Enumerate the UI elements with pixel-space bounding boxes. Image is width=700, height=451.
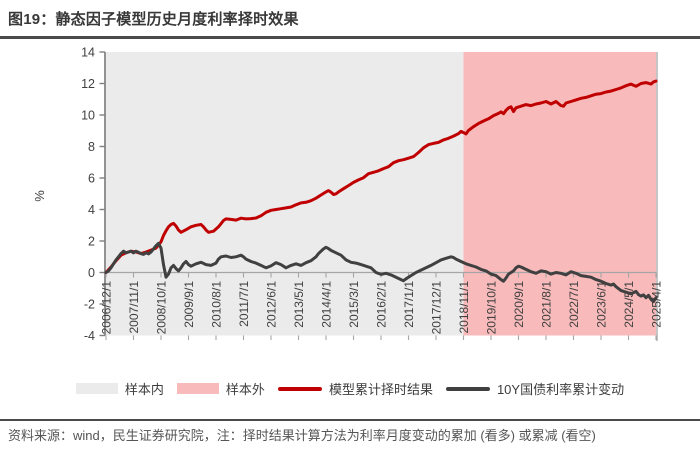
legend-item-in-sample: 样本内: [75, 379, 164, 398]
legend-item-out-sample: 样本外: [176, 379, 265, 398]
svg-text:2013/5/1: 2013/5/1: [292, 281, 306, 328]
svg-text:14: 14: [81, 45, 95, 59]
in-sample-region: [106, 52, 464, 336]
svg-text:2012/6/1: 2012/6/1: [264, 281, 278, 328]
legend-label: 10Y国债利率累计变动: [496, 382, 625, 397]
svg-text:0: 0: [88, 266, 95, 280]
svg-text:2008/10/1: 2008/10/1: [154, 281, 168, 335]
svg-text:2018/11/1: 2018/11/1: [457, 281, 471, 334]
svg-text:2011/7/1: 2011/7/1: [237, 281, 251, 327]
legend-item-10y-line: 10Y国债利率累计变动: [445, 379, 625, 398]
y-axis: 14 12 10 8 6 4 2 0 -2 -4: [81, 45, 106, 343]
svg-text:2021/8/1: 2021/8/1: [539, 281, 553, 328]
svg-text:2024/5/1: 2024/5/1: [622, 281, 636, 328]
out-sample-swatch: [176, 383, 219, 394]
svg-text:2025/4/1: 2025/4/1: [649, 281, 663, 328]
svg-text:10: 10: [81, 108, 95, 122]
svg-text:4: 4: [88, 203, 95, 217]
svg-text:2017/12/1: 2017/12/1: [429, 281, 443, 335]
title-underline: [0, 36, 700, 39]
svg-text:2019/10/1: 2019/10/1: [484, 281, 498, 335]
model-cumulative-line: [104, 79, 658, 274]
svg-text:-2: -2: [84, 297, 95, 311]
y-axis-title: %: [32, 190, 47, 202]
svg-text:2015/3/1: 2015/3/1: [347, 281, 361, 328]
legend-label: 样本外: [225, 382, 265, 397]
svg-text:2017/1/1: 2017/1/1: [402, 281, 416, 328]
svg-text:2020/9/1: 2020/9/1: [512, 281, 526, 328]
svg-text:2007/11/1: 2007/11/1: [127, 281, 141, 334]
svg-text:8: 8: [88, 140, 95, 154]
svg-text:2010/8/1: 2010/8/1: [209, 281, 223, 328]
svg-text:2014/4/1: 2014/4/1: [319, 281, 333, 328]
model-line-swatch: [277, 386, 322, 391]
svg-text:2: 2: [88, 234, 95, 248]
out-of-sample-region: [463, 52, 656, 336]
svg-text:6: 6: [88, 171, 95, 185]
chart-legend: 样本内 样本外 模型累计择时结果 10Y国债利率累计变动: [0, 379, 700, 398]
svg-text:-4: -4: [84, 329, 95, 343]
svg-text:2006/12/1: 2006/12/1: [99, 281, 113, 335]
svg-text:12: 12: [81, 77, 95, 91]
treasury-line-swatch: [445, 386, 490, 391]
legend-label: 样本内: [124, 382, 164, 397]
svg-text:2016/2/1: 2016/2/1: [374, 281, 388, 328]
legend-item-model-line: 模型累计择时结果: [277, 379, 433, 398]
source-note: 资料来源：wind，民生证券研究院，注：择时结果计算方法为利率月度变动的累加 (…: [8, 428, 596, 443]
svg-text:2022/7/1: 2022/7/1: [567, 281, 581, 328]
x-axis-tick-labels: 2006/12/1 2007/11/1 2008/10/1 2009/9/1 2010/…: [99, 281, 663, 335]
footer-rule: [0, 419, 700, 421]
svg-text:2023/6/1: 2023/6/1: [594, 281, 608, 328]
legend-label: 模型累计择时结果: [328, 382, 433, 397]
in-sample-swatch: [75, 383, 118, 394]
figure-title: 图19：静态因子模型历史月度利率择时效果: [8, 11, 299, 28]
svg-text:2009/9/1: 2009/9/1: [182, 281, 196, 328]
treasury-10y-line: [104, 241, 658, 304]
